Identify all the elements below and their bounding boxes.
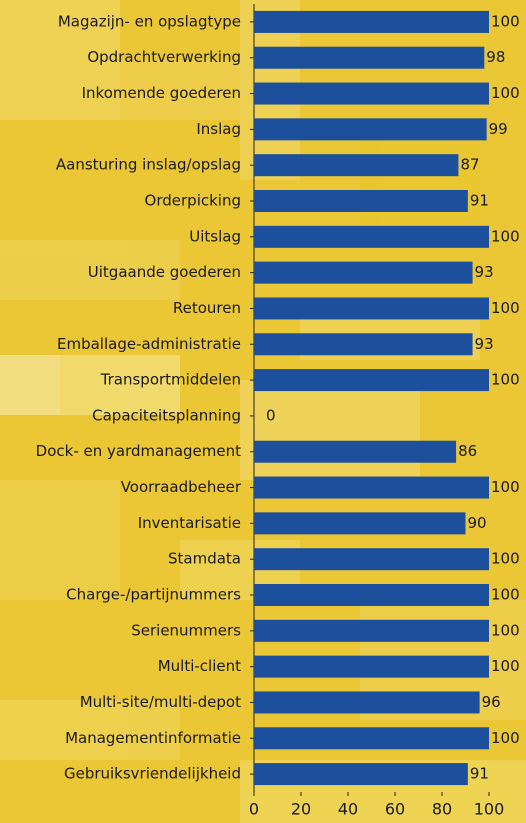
- data-label: 100: [491, 729, 520, 747]
- y-tick-label: Dock- en yardmanagement: [36, 442, 241, 460]
- data-label: 91: [470, 765, 489, 783]
- data-label: 90: [468, 514, 487, 532]
- y-tick-label: Uitslag: [189, 227, 241, 245]
- data-label: 100: [491, 586, 520, 604]
- x-tick-label: 40: [338, 800, 358, 819]
- y-tick-label: Inventarisatie: [138, 514, 241, 532]
- y-tick-label: Opdrachtverwerking: [87, 48, 241, 66]
- bar: [254, 10, 489, 33]
- data-label: 93: [475, 335, 494, 353]
- y-tick-label: Voorraadbeheer: [121, 478, 242, 496]
- y-tick-label: Magazijn- en opslagtype: [58, 12, 241, 30]
- data-label: 96: [482, 693, 501, 711]
- y-tick-label: Retouren: [173, 299, 241, 317]
- bar: [254, 655, 489, 678]
- x-tick-label: 60: [385, 800, 405, 819]
- data-label: 100: [491, 12, 520, 30]
- y-tick-label: Emballage-administratie: [57, 335, 241, 353]
- data-label: 87: [460, 156, 479, 174]
- data-label: 100: [491, 84, 520, 102]
- y-tick-label: Managementinformatie: [65, 729, 241, 747]
- bar: [254, 440, 457, 463]
- y-tick-label: Serienummers: [131, 621, 241, 639]
- bar: [254, 691, 480, 714]
- bar: [254, 548, 489, 571]
- y-tick-label: Inslag: [196, 120, 241, 138]
- data-label: 100: [491, 371, 520, 389]
- data-label: 99: [489, 120, 508, 138]
- y-tick-label: Orderpicking: [145, 192, 241, 210]
- bar: [254, 190, 468, 212]
- y-tick-label: Inkomende goederen: [82, 84, 241, 102]
- bar: [254, 261, 473, 284]
- bar: [254, 727, 489, 750]
- bar: [254, 225, 489, 248]
- data-label: 100: [491, 227, 520, 245]
- data-label: 98: [486, 48, 505, 66]
- bar: [254, 82, 489, 105]
- bar: [254, 118, 487, 141]
- bar: [254, 369, 489, 392]
- bar: [254, 512, 466, 535]
- y-tick-label: Stamdata: [168, 550, 241, 568]
- bar: [254, 333, 473, 356]
- y-tick-label: Uitgaande goederen: [88, 263, 241, 281]
- bar: [254, 46, 485, 69]
- y-tick-label: Aansturing inslag/opslag: [56, 156, 241, 174]
- data-label: 100: [491, 478, 520, 496]
- x-tick-label: 100: [474, 800, 505, 819]
- y-tick-label: Multi-client: [158, 657, 241, 675]
- y-tick-label: Charge-/partijnummers: [66, 586, 241, 604]
- data-label: 91: [470, 192, 489, 210]
- data-label: 93: [475, 263, 494, 281]
- data-label: 100: [491, 550, 520, 568]
- bar: [254, 584, 489, 606]
- bar: [254, 619, 489, 642]
- y-tick-label: Multi-site/multi-depot: [80, 693, 241, 711]
- x-tick-label: 0: [249, 800, 259, 819]
- data-label: 100: [491, 299, 520, 317]
- x-tick-label: 80: [432, 800, 452, 819]
- y-tick-label: Gebruiksvriendelijkheid: [64, 765, 241, 783]
- data-label: 0: [266, 406, 276, 424]
- y-tick-label: Capaciteitsplanning: [92, 406, 241, 424]
- bar: [254, 476, 489, 499]
- bar: [254, 763, 468, 786]
- bar: [254, 154, 459, 177]
- bar: [254, 297, 489, 320]
- data-label: 86: [458, 442, 477, 460]
- data-label: 100: [491, 621, 520, 639]
- data-label: 100: [491, 657, 520, 675]
- y-tick-label: Transportmiddelen: [100, 371, 241, 389]
- x-tick-label: 20: [291, 800, 311, 819]
